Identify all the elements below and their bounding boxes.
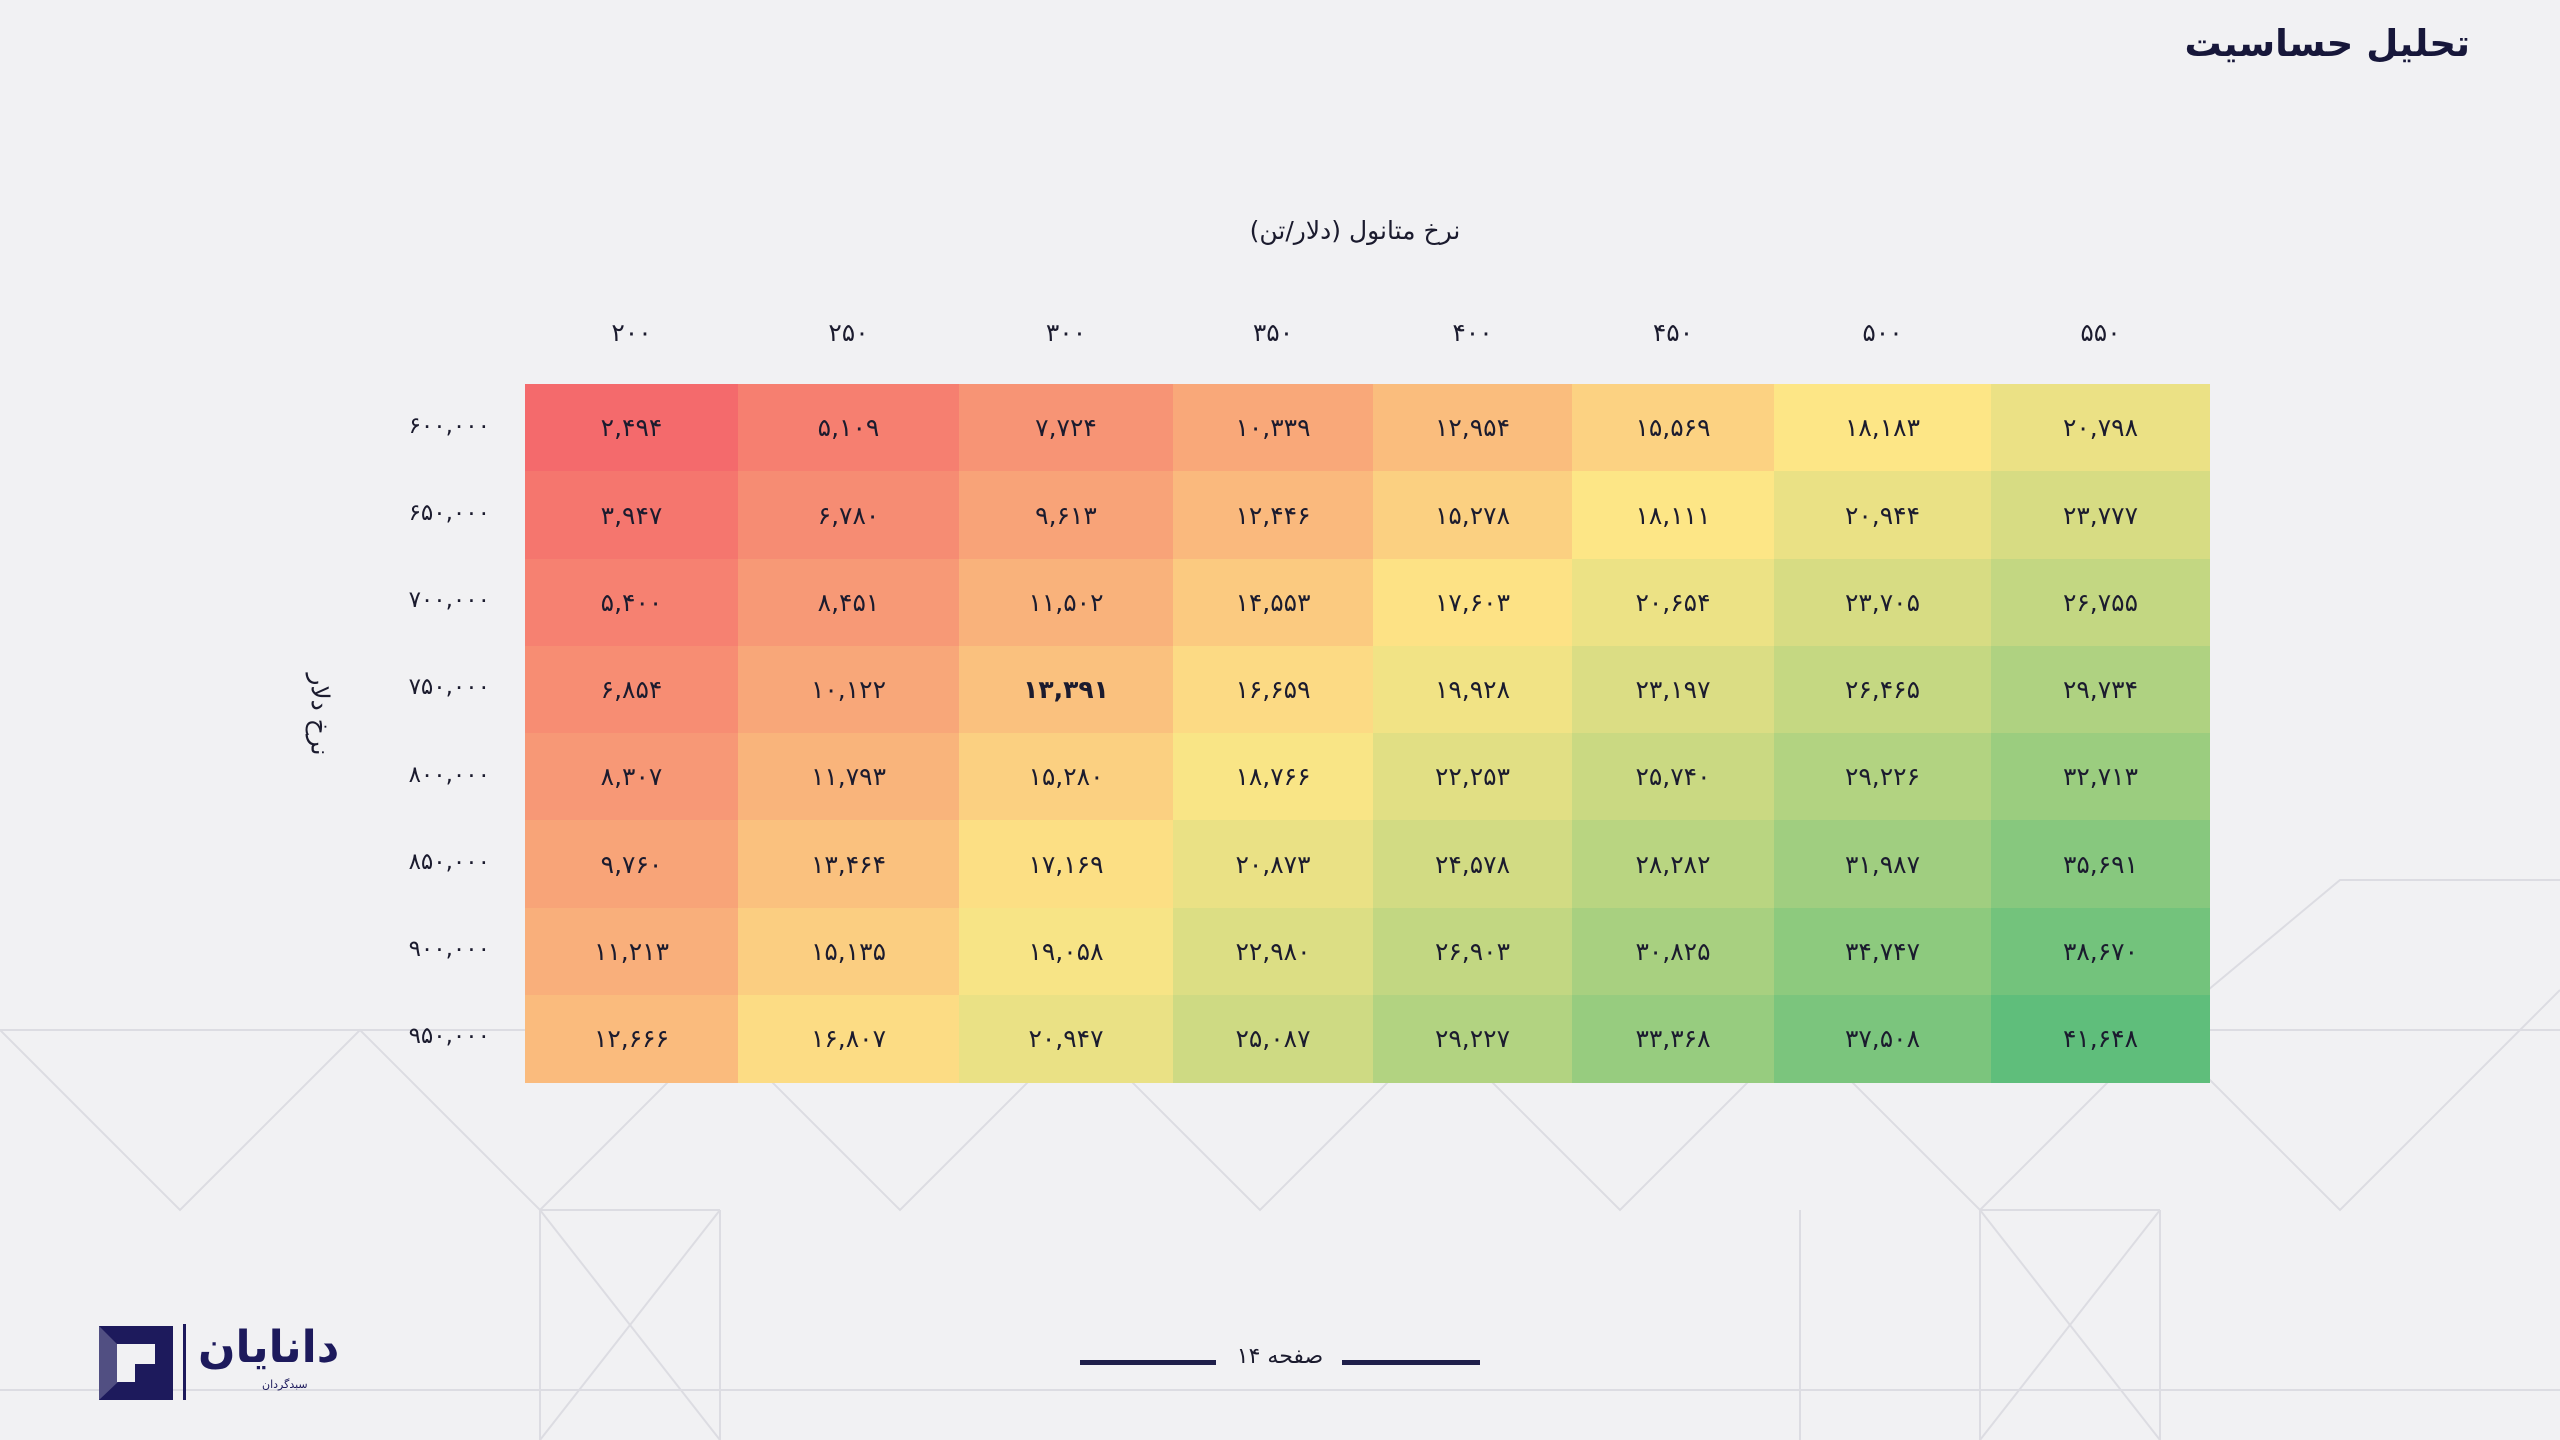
row-header: ۸۰۰,۰۰۰ <box>408 761 490 788</box>
heatmap-cell: ۲۲,۹۸۰ <box>1173 907 1373 996</box>
heatmap-cell: ۸,۳۰۷ <box>525 733 738 821</box>
logo-subtitle: سبدگردان <box>262 1378 308 1391</box>
heatmap-cell: ۱۹,۰۵۸ <box>959 907 1173 996</box>
heatmap-cell: ۱۸,۱۱۱ <box>1572 471 1774 559</box>
column-header: ۲۰۰ <box>611 318 652 347</box>
heatmap-cell: ۶,۸۵۴ <box>525 645 738 734</box>
heatmap-cell: ۲۹,۲۲۷ <box>1373 994 1572 1083</box>
heatmap-cell: ۲۰,۹۴۷ <box>959 994 1173 1083</box>
heatmap-cell: ۲۹,۷۳۴ <box>1991 645 2210 734</box>
heatmap-cell: ۲۲,۲۵۳ <box>1373 733 1572 821</box>
heatmap-cell: ۱۸,۷۶۶ <box>1173 733 1373 821</box>
row-header: ۹۵۰,۰۰۰ <box>408 1023 490 1050</box>
heatmap-cell: ۳۴,۷۴۷ <box>1774 907 1991 996</box>
heatmap-cell: ۶,۷۸۰ <box>738 471 959 559</box>
heatmap-cell: ۲۸,۲۸۲ <box>1572 820 1774 908</box>
heatmap-cell: ۱۷,۶۰۳ <box>1373 558 1572 647</box>
heatmap-cell: ۲,۴۹۴ <box>525 384 738 472</box>
column-header: ۳۰۰ <box>1045 318 1087 347</box>
footer-line-right <box>1342 1360 1480 1365</box>
heatmap-cell: ۲۶,۴۶۵ <box>1774 645 1991 734</box>
column-header: ۳۵۰ <box>1252 318 1294 347</box>
heatmap-cell: ۳۸,۶۷۰ <box>1991 907 2210 996</box>
heatmap-cell: ۱۵,۲۸۰ <box>959 733 1173 821</box>
heatmap-cell: ۲۶,۹۰۳ <box>1373 907 1572 996</box>
heatmap-cell: ۵,۴۰۰ <box>525 558 738 647</box>
column-header: ۲۵۰ <box>828 318 869 347</box>
heatmap-cell: ۳۲,۷۱۳ <box>1991 733 2210 821</box>
heatmap-cell: ۱۱,۵۰۲ <box>959 558 1173 647</box>
heatmap-cell: ۳۵,۶۹۱ <box>1991 820 2210 908</box>
row-header: ۶۰۰,۰۰۰ <box>408 412 490 439</box>
heatmap-cell: ۲۵,۰۸۷ <box>1173 994 1373 1083</box>
heatmap-cell: ۱۶,۶۵۹ <box>1173 645 1373 734</box>
heatmap-cell: ۹,۷۶۰ <box>525 820 738 908</box>
heatmap-cell: ۲۰,۷۹۸ <box>1991 384 2210 472</box>
row-header: ۷۵۰,۰۰۰ <box>408 674 490 701</box>
heatmap-cell: ۱۳,۴۶۴ <box>738 820 959 908</box>
heatmap-cell: ۳۷,۵۰۸ <box>1774 994 1991 1083</box>
heatmap-cell: ۲۴,۵۷۸ <box>1373 820 1572 908</box>
heatmap-cell: ۱۸,۱۸۳ <box>1774 384 1991 472</box>
heatmap-cell: ۵,۱۰۹ <box>738 384 959 472</box>
y-axis-label: نرخ دلار <box>305 673 335 756</box>
row-header: ۷۰۰,۰۰۰ <box>408 587 490 614</box>
heatmap-cell: ۲۳,۷۷۷ <box>1991 471 2210 559</box>
heatmap-cell: ۳۳,۳۶۸ <box>1572 994 1774 1083</box>
heatmap-cell: ۳۰,۸۲۵ <box>1572 907 1774 996</box>
heatmap-cell: ۱۰,۳۳۹ <box>1173 384 1373 472</box>
heatmap-cell: ۲۵,۷۴۰ <box>1572 733 1774 821</box>
heatmap-cell: ۴۱,۶۴۸ <box>1991 994 2210 1083</box>
heatmap-cell: ۹,۶۱۳ <box>959 471 1173 559</box>
row-header: ۶۵۰,۰۰۰ <box>408 499 490 526</box>
heatmap-cell: ۱۹,۹۲۸ <box>1373 645 1572 734</box>
heatmap-cell: ۱۵,۵۶۹ <box>1572 384 1774 472</box>
heatmap-cell: ۱۲,۶۶۶ <box>525 994 738 1083</box>
column-header: ۵۵۰ <box>2080 318 2121 347</box>
heatmap-cell: ۱۵,۱۳۵ <box>738 907 959 996</box>
danayan-logo-icon <box>99 1324 186 1400</box>
heatmap-cell: ۳۱,۹۸۷ <box>1774 820 1991 908</box>
x-axis-label: نرخ متانول (دلار/تن) <box>1249 216 1461 245</box>
heatmap-cell: ۲۳,۱۹۷ <box>1572 645 1774 734</box>
row-header: ۹۰۰,۰۰۰ <box>408 936 490 963</box>
heatmap-cell: ۱۰,۱۲۲ <box>738 645 959 734</box>
row-header: ۸۵۰,۰۰۰ <box>408 848 490 875</box>
heatmap-cell: ۲۶,۷۵۵ <box>1991 558 2210 647</box>
heatmap-cell: ۱۵,۲۷۸ <box>1373 471 1572 559</box>
heatmap-cell: ۱۲,۹۵۴ <box>1373 384 1572 472</box>
heatmap-cell: ۱۱,۲۱۳ <box>525 907 738 996</box>
heatmap-cell: ۲۰,۹۴۴ <box>1774 471 1991 559</box>
heatmap-cell: ۷,۷۲۴ <box>959 384 1173 472</box>
column-header: ۴۰۰ <box>1452 318 1493 347</box>
heatmap-cell: ۲۰,۶۵۴ <box>1572 558 1774 647</box>
heatmap-cell: ۱۷,۱۶۹ <box>959 820 1173 908</box>
heatmap-cell: ۲۳,۷۰۵ <box>1774 558 1991 647</box>
heatmap-cell: ۲۰,۸۷۳ <box>1173 820 1373 908</box>
column-header: ۴۵۰ <box>1652 318 1694 347</box>
footer-line-left <box>1080 1360 1216 1365</box>
heatmap-cell: ۲۹,۲۲۶ <box>1774 733 1991 821</box>
heatmap-cell: ۳,۹۴۷ <box>525 471 738 559</box>
page-number: صفحه ۱۴ <box>1236 1344 1324 1369</box>
logo-name: دانایان <box>198 1322 340 1373</box>
heatmap-cell: ۱۲,۴۴۶ <box>1173 471 1373 559</box>
heatmap-cell: ۸,۴۵۱ <box>738 558 959 647</box>
heatmap-cell: ۱۴,۵۵۳ <box>1173 558 1373 647</box>
heatmap-cell: ۱۶,۸۰۷ <box>738 994 959 1083</box>
column-header: ۵۰۰ <box>1862 318 1903 347</box>
page-title: تحلیل حساسیت <box>2184 22 2470 65</box>
heatmap-cell: ۱۳,۳۹۱ <box>959 645 1173 734</box>
heatmap-cell: ۱۱,۷۹۳ <box>738 733 959 821</box>
